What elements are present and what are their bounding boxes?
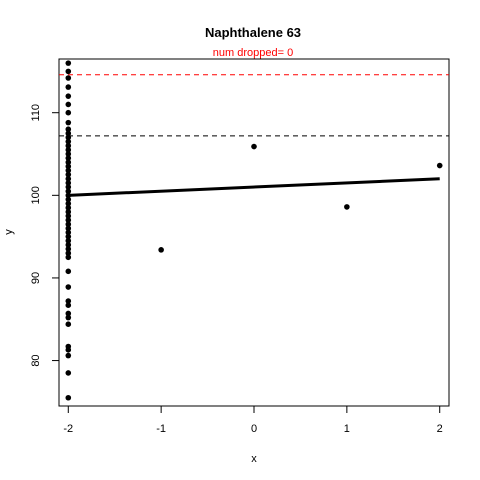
data-points (65, 60, 443, 401)
data-point (65, 75, 72, 81)
data-point (65, 217, 72, 223)
data-point (65, 200, 72, 207)
chart-subtitle: num dropped= 0 (213, 47, 293, 59)
data-point (65, 60, 72, 66)
data-point (65, 126, 72, 133)
data-point (65, 159, 72, 166)
data-point (65, 250, 72, 256)
data-point (158, 247, 164, 253)
x-axis-label: x (251, 453, 257, 465)
data-point (65, 184, 72, 190)
data-point (65, 394, 72, 401)
data-point (65, 204, 72, 211)
data-point (65, 352, 72, 359)
data-point (65, 268, 72, 275)
data-point (65, 302, 72, 309)
data-point (65, 310, 72, 317)
data-point (65, 171, 72, 178)
data-point (65, 221, 72, 228)
fit-line (68, 177, 440, 197)
data-point (65, 213, 72, 219)
data-point (65, 321, 72, 328)
data-point (65, 134, 72, 141)
data-point (65, 167, 72, 174)
data-point (65, 188, 72, 194)
y-tick-label: 90 (30, 272, 42, 284)
data-point (65, 175, 72, 182)
data-point (65, 314, 72, 321)
data-point (65, 93, 72, 99)
data-point (251, 143, 257, 150)
data-point (65, 370, 72, 376)
data-point (65, 130, 72, 137)
y-tick-label: 80 (30, 354, 42, 366)
y-tick-label: 110 (30, 104, 42, 122)
data-point (65, 225, 72, 232)
data-point (65, 209, 72, 215)
x-tick-label: -1 (156, 423, 166, 435)
data-point (65, 298, 72, 304)
data-point (344, 204, 350, 210)
data-point (65, 347, 72, 353)
x-tick-label: -2 (63, 423, 73, 435)
data-point (65, 229, 72, 236)
x-axis: -2 -1 0 1 2 (63, 405, 443, 435)
data-point (65, 233, 72, 240)
data-point (65, 246, 72, 252)
data-point (65, 68, 72, 75)
data-point (65, 237, 72, 244)
data-point (65, 84, 72, 90)
x-tick-label: 1 (344, 423, 350, 435)
data-point (65, 138, 72, 145)
reference-lines (59, 74, 449, 137)
data-point (65, 142, 72, 149)
data-point (65, 101, 72, 108)
y-axis-label: y (3, 229, 15, 235)
y-tick-label: 100 (30, 186, 42, 204)
data-point (65, 109, 72, 116)
y-axis: 80 90 100 110 (30, 104, 60, 367)
plot-frame (58, 58, 450, 407)
data-point (65, 147, 72, 153)
data-point (65, 196, 72, 203)
data-point (65, 163, 72, 170)
data-point (65, 254, 72, 261)
x-tick-label: 2 (437, 423, 443, 435)
data-point (65, 192, 72, 199)
data-point (436, 162, 443, 169)
data-point (65, 180, 72, 186)
data-point (65, 242, 72, 248)
chart-title: Naphthalene 63 (205, 25, 301, 40)
data-point (65, 151, 72, 157)
data-point (65, 155, 72, 161)
data-point (65, 284, 72, 290)
data-point (65, 119, 72, 126)
fit-line-layer (68, 177, 440, 197)
x-tick-label: 0 (251, 423, 257, 435)
